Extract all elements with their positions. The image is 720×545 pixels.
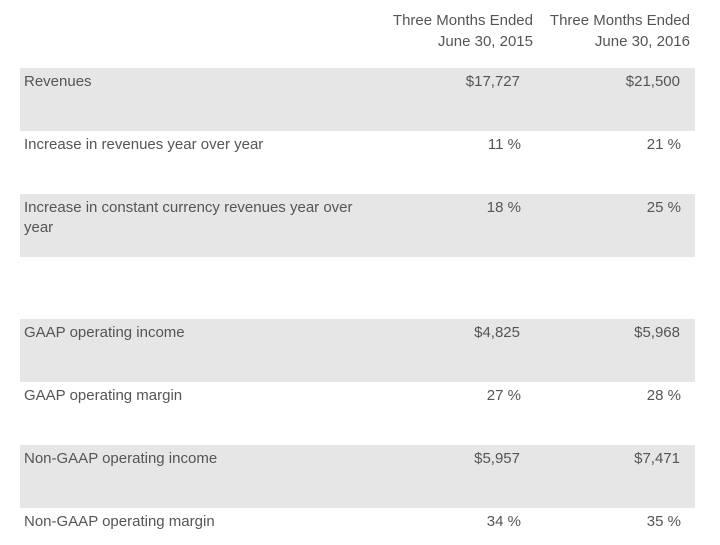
table-row: GAAP operating margin 27 % 28 % <box>20 382 695 445</box>
value-2016: $21,500 <box>625 73 680 90</box>
value-2016: 21 % <box>646 136 681 153</box>
row-label: Revenues <box>24 73 92 90</box>
column-header-2016: Three Months Ended June 30, 2016 <box>550 10 690 52</box>
value-2016: 35 % <box>646 513 681 530</box>
value-2015: $4,825 <box>474 324 520 341</box>
value-2016: 28 % <box>646 387 681 404</box>
column-header-2015: Three Months Ended June 30, 2015 <box>393 10 533 52</box>
column-header-line: June 30, 2016 <box>594 33 690 50</box>
row-label: GAAP operating margin <box>24 387 183 404</box>
row-label: GAAP operating income <box>24 324 185 341</box>
table-row: Increase in constant currency revenues y… <box>20 194 695 257</box>
value-2015: 18 % <box>486 199 521 216</box>
table-row: Increase in revenues year over year 11 %… <box>20 131 695 194</box>
value-2015: $17,727 <box>465 73 520 90</box>
column-header-line: Three Months Ended <box>549 12 690 29</box>
row-label: Non-GAAP operating income <box>24 450 218 467</box>
row-label: Increase in revenues year over year <box>24 136 264 153</box>
table-row: Revenues $17,727 $21,500 <box>20 68 695 131</box>
value-2015: $5,957 <box>474 450 520 467</box>
column-header-line: Three Months Ended <box>392 12 533 29</box>
value-2016: $5,968 <box>634 324 680 341</box>
value-2015: 34 % <box>486 513 521 530</box>
value-2015: 11 % <box>487 136 521 153</box>
table-row: GAAP operating income $4,825 $5,968 <box>20 319 695 382</box>
column-header-line: June 30, 2015 <box>437 33 533 50</box>
value-2016: $7,471 <box>634 450 680 467</box>
value-2016: 25 % <box>646 199 681 216</box>
table-row: Non-GAAP operating margin 34 % 35 % <box>20 508 695 545</box>
value-2015: 27 % <box>486 387 521 404</box>
row-label: Non-GAAP operating margin <box>24 513 215 530</box>
table-row: Non-GAAP operating income $5,957 $7,471 <box>20 445 695 508</box>
table-header: Three Months Ended June 30, 2015 Three M… <box>0 0 720 68</box>
row-label: Increase in constant currency revenues y… <box>24 199 353 236</box>
